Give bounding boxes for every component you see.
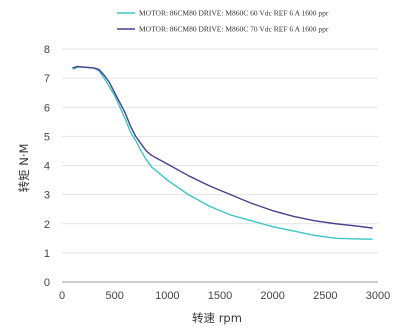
series-lines: [72, 65, 373, 240]
y-tick-label-2: 2: [44, 219, 50, 231]
x-tick-label-3000: 3000: [366, 290, 390, 302]
x-tick-label-1000: 1000: [155, 290, 179, 302]
legend-label-series-1: MOTOR: 86CM80 DRIVE: M860C 60 Vdc REF 6 …: [139, 9, 329, 18]
y-tick-label-4: 4: [44, 161, 50, 173]
x-tick-label-2000: 2000: [260, 290, 284, 302]
legend: MOTOR: 86CM80 DRIVE: M860C 60 Vdc REF 6 …: [117, 9, 329, 34]
y-tick-labels: 0 1 2 3 4 5 6 7 8: [44, 44, 50, 289]
x-tick-labels: 0 500 1000 1500 2000 2500 3000: [59, 290, 390, 302]
x-axis-title: 转速 rpm: [192, 311, 242, 325]
x-tick-label-1500: 1500: [208, 290, 232, 302]
x-tick-label-500: 500: [105, 290, 123, 302]
y-axis-title: 转矩 N·M: [17, 144, 31, 193]
y-tick-label-1: 1: [44, 248, 50, 260]
y-tick-label-5: 5: [44, 131, 50, 143]
y-tick-label-8: 8: [44, 44, 50, 56]
x-tick-label-2500: 2500: [313, 290, 337, 302]
series-line-2: [72, 65, 373, 229]
legend-label-series-2: MOTOR: 86CM80 DRIVE: M860C 70 Vdc REF 6 …: [139, 25, 329, 34]
y-tick-label-3: 3: [44, 190, 50, 202]
y-tick-label-6: 6: [44, 102, 50, 114]
x-tick-label-0: 0: [59, 290, 65, 302]
gridlines: [62, 48, 378, 254]
series-line-1: [72, 66, 373, 240]
y-tick-label-0: 0: [44, 277, 50, 289]
y-tick-label-7: 7: [44, 73, 50, 85]
